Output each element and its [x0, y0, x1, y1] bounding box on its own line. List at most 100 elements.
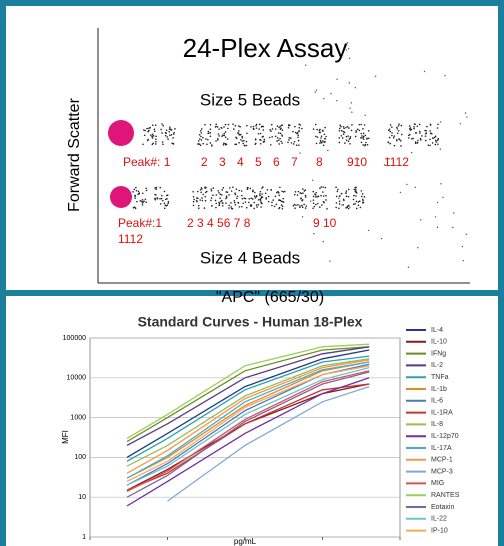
event-dot [200, 139, 203, 141]
peak-label: 910 [347, 155, 367, 169]
event-dot [162, 124, 164, 127]
event-dot [220, 199, 223, 202]
event-dot [274, 195, 277, 198]
event-dot [156, 197, 159, 200]
event-dot [358, 129, 361, 132]
event-dot [221, 135, 223, 138]
event-dot [255, 195, 258, 198]
event-dot [297, 139, 300, 142]
event-dot [340, 125, 342, 128]
event-dot [416, 125, 419, 128]
chart-title: Standard Curves - Human 18-Plex [138, 314, 363, 330]
event-dot [215, 206, 217, 209]
peak-label: 8 [316, 155, 323, 169]
event-dot [137, 193, 139, 195]
event-dot [223, 126, 225, 128]
event-dot [282, 197, 284, 200]
event-dot [352, 203, 355, 206]
event-dot [287, 141, 289, 144]
y-tick-label: 100 [74, 454, 86, 461]
event-dot [248, 197, 251, 200]
event-dot [338, 207, 340, 210]
event-dot [357, 201, 360, 203]
event-dot [459, 123, 461, 125]
event-dot [143, 200, 145, 202]
event-dot [330, 92, 332, 95]
event-dot [325, 135, 327, 138]
event-dot [276, 140, 279, 142]
event-dot [322, 140, 324, 142]
event-dot [199, 188, 202, 191]
event-dot [263, 138, 266, 141]
event-dot [319, 131, 322, 134]
event-dot [238, 142, 240, 144]
event-dot [417, 247, 419, 249]
event-dot [424, 139, 427, 142]
event-dot [151, 135, 153, 138]
event-dot [429, 124, 432, 126]
event-dot [301, 216, 304, 218]
event-dot [207, 130, 210, 133]
event-dot [159, 186, 162, 189]
event-dot [260, 206, 262, 208]
peak-label: 7 [291, 155, 298, 169]
event-dot [255, 127, 258, 129]
event-dot [163, 190, 166, 193]
event-dot [199, 199, 201, 201]
event-dot [338, 127, 341, 130]
event-dot [215, 140, 217, 142]
event-dot [316, 195, 319, 198]
event-dot [354, 186, 357, 189]
event-dot [155, 194, 157, 196]
event-dot [252, 127, 255, 130]
event-dot [348, 127, 350, 129]
event-dot [341, 137, 344, 139]
event-dot [349, 107, 351, 109]
event-dot [417, 139, 419, 142]
peak-label: 5 [255, 155, 262, 169]
event-dot [234, 192, 236, 194]
event-dot [210, 188, 212, 190]
event-dot [347, 188, 350, 191]
event-dot [230, 190, 233, 192]
event-dot [362, 198, 364, 201]
event-dot [206, 143, 208, 146]
event-dot [364, 143, 367, 146]
event-dot [271, 128, 274, 130]
event-dot [300, 198, 302, 200]
event-dot [168, 130, 171, 133]
event-dot [364, 114, 366, 116]
event-dot [347, 195, 350, 198]
event-dot [461, 245, 464, 248]
event-dot [347, 135, 349, 137]
event-dot [173, 131, 175, 134]
event-dot [230, 207, 233, 210]
event-dot [148, 127, 150, 130]
event-dot [355, 131, 357, 133]
event-dot [290, 142, 293, 144]
event-dot [277, 192, 280, 194]
event-dot [197, 140, 200, 142]
event-dot [144, 198, 147, 201]
event-dot [462, 259, 465, 262]
event-dot [336, 190, 339, 193]
event-dot [238, 206, 241, 208]
event-dot [320, 137, 322, 139]
event-dot [223, 134, 226, 137]
event-dot [280, 140, 282, 143]
event-dot [259, 142, 262, 145]
event-dot [279, 132, 282, 135]
event-dot [293, 140, 296, 143]
event-dot [222, 187, 225, 189]
event-dot [322, 144, 325, 147]
event-dot [342, 125, 345, 128]
event-dot [355, 192, 358, 194]
series-line [126, 343, 370, 439]
event-dot [227, 123, 230, 126]
event-dot [225, 195, 228, 198]
event-dot [161, 141, 164, 143]
event-dot [246, 188, 249, 191]
y-tick-label: 1 [82, 534, 86, 541]
event-dot [274, 135, 277, 138]
event-dot [197, 143, 200, 145]
